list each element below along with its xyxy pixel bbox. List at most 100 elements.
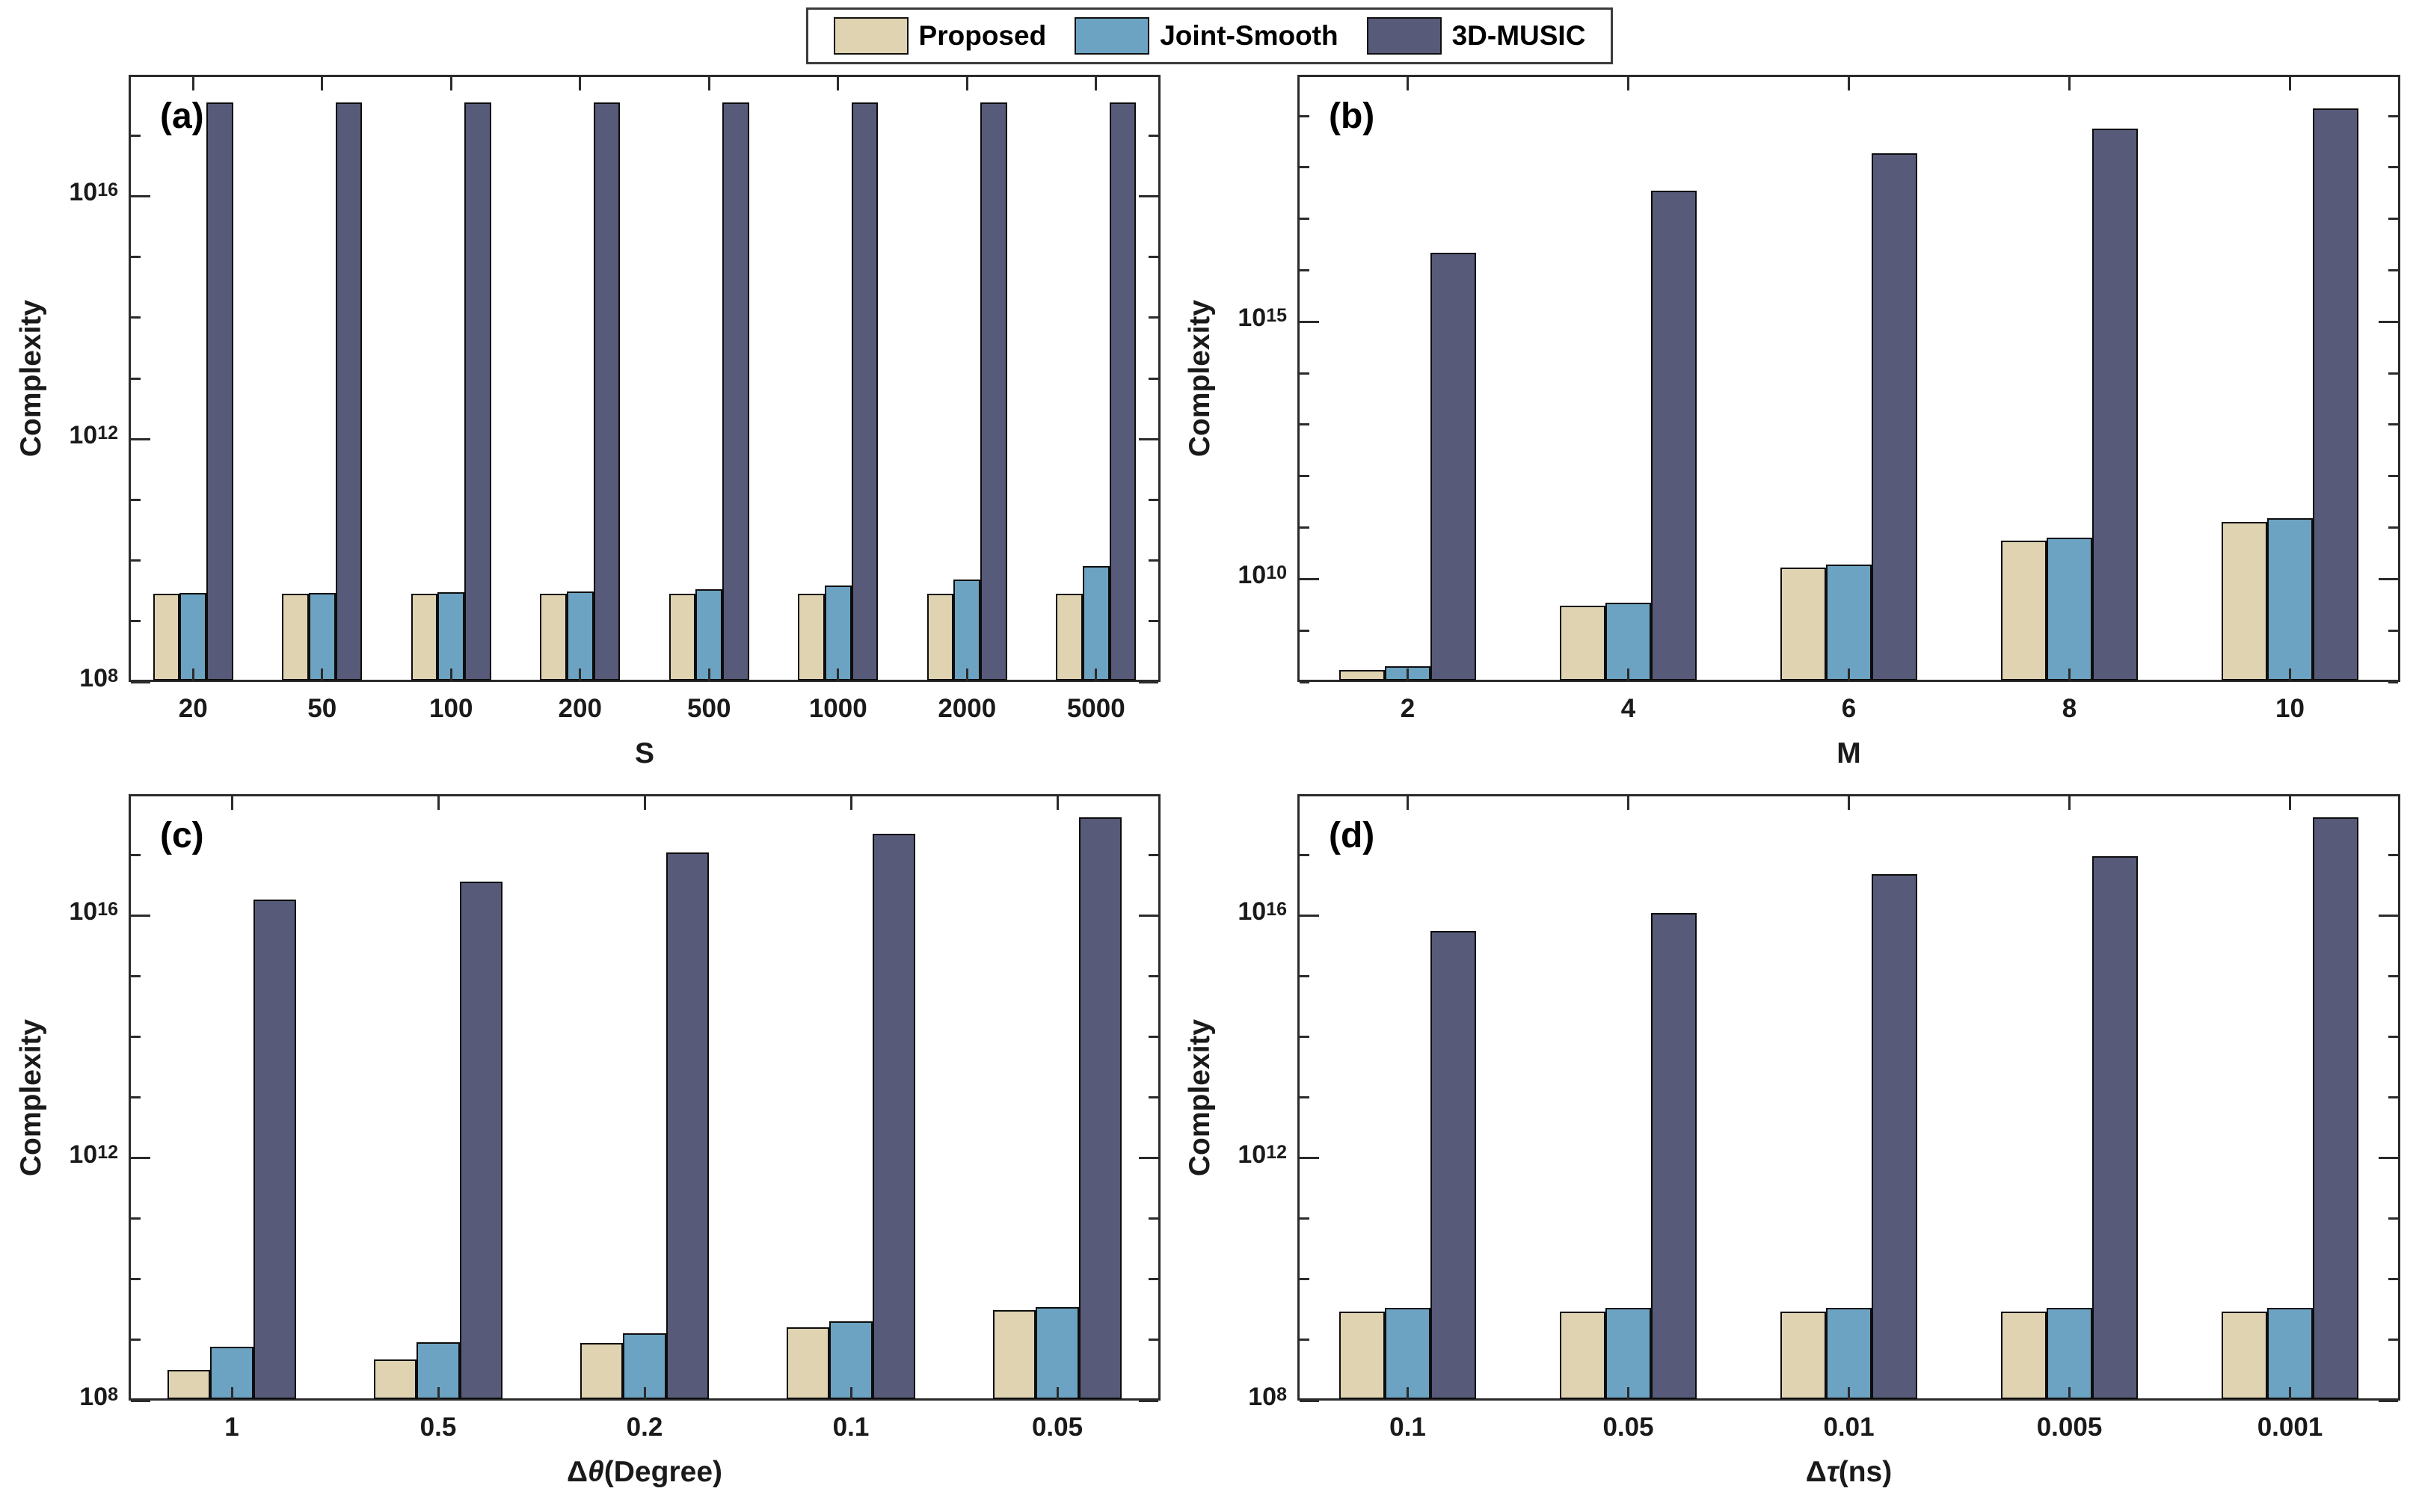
bar-joint-smooth-0.1: [829, 1321, 873, 1399]
ytick-right-1e17: [2388, 853, 2398, 856]
ytick-left-1e10: [1300, 1278, 1309, 1281]
xtick-label-100: 100: [429, 694, 473, 723]
ytick-right-1e16: [2388, 268, 2398, 271]
ytick-left-1e8: [1300, 1399, 1319, 1402]
bar-proposed-6: [1780, 567, 1826, 680]
ytick-left-1e10: [1300, 577, 1319, 580]
ytick-right-1e16: [1139, 914, 1158, 917]
ytick-left-1e13: [131, 377, 141, 380]
bar-proposed-2000: [926, 594, 954, 680]
bar-3d-music-50: [335, 102, 363, 680]
bar-proposed-5000: [1056, 594, 1083, 680]
joint-smooth-label: Joint-Smooth: [1160, 20, 1338, 51]
ytick-left-1e17: [131, 853, 141, 856]
bar-3d-music-10: [2313, 108, 2359, 680]
xtick-top: [2068, 796, 2071, 810]
panel-a-ylabel: Complexity: [15, 299, 47, 458]
bar-3d-music-2000: [980, 102, 1007, 680]
panel-a-xlabel: S: [634, 737, 654, 769]
xtick-top: [1095, 77, 1098, 90]
panel-a-letter: (a): [160, 96, 204, 136]
bar-3d-music-8: [2092, 129, 2139, 680]
ytick-left-1e14: [1300, 1035, 1309, 1038]
bar-3d-music-2: [1430, 252, 1477, 680]
xtick-top: [2289, 77, 2291, 90]
ytick-right-1e9: [1149, 620, 1158, 623]
ytick-left-1e8: [131, 680, 150, 683]
xtick-top: [2289, 796, 2291, 810]
legend-item-joint-smooth: Joint-Smooth: [1075, 17, 1338, 55]
ytick-left-1e14: [1300, 372, 1309, 375]
bar-joint-smooth-0.2: [623, 1333, 666, 1399]
ytick-right-1e14: [2388, 1035, 2398, 1038]
xtick-top: [230, 796, 233, 810]
ytick-left-1e17: [1300, 218, 1309, 221]
panel-c-letter: (c): [160, 816, 204, 855]
bar-joint-smooth-0.1: [1384, 1307, 1431, 1399]
ytick-right-1e12: [2379, 1157, 2398, 1160]
ytick-label-1e16: 1016: [69, 897, 118, 926]
legend-item-proposed: Proposed: [833, 17, 1046, 55]
3d-music-label: 3D-MUSIC: [1451, 20, 1586, 51]
xtick-label-0.01: 0.01: [1823, 1413, 1875, 1442]
xtick-label-20: 20: [178, 694, 208, 723]
bar-proposed-0.5: [374, 1359, 417, 1399]
ytick-left-1e17: [1300, 853, 1309, 856]
xtick-label-8: 8: [2062, 694, 2077, 723]
ytick-right-1e17: [1149, 853, 1158, 856]
bar-joint-smooth-500: [695, 588, 723, 680]
ytick-left-1e15: [1300, 974, 1309, 977]
ytick-left-1e10: [131, 559, 141, 562]
bar-3d-music-0.5: [459, 882, 502, 1399]
3d-music-swatch: [1366, 17, 1442, 55]
bar-proposed-1: [167, 1370, 211, 1399]
ytick-left-1e9: [1300, 629, 1309, 632]
ytick-left-1e11: [131, 498, 141, 501]
bar-3d-music-6: [1872, 153, 1918, 680]
xtick-label-0.001: 0.001: [2257, 1413, 2323, 1442]
panel-b-xlabel: M: [1836, 737, 1861, 769]
ytick-left-1e11: [131, 1217, 141, 1220]
panel-c-xlabel: Δθ(Degree): [567, 1456, 722, 1488]
bar-joint-smooth-8: [2046, 538, 2093, 680]
panel-d-xlabel: Δτ(ns): [1805, 1456, 1893, 1488]
xtick-top: [191, 77, 194, 90]
xtick-top: [837, 77, 840, 90]
ytick-label-1e8: 108: [79, 664, 118, 692]
bar-3d-music-0.2: [666, 852, 709, 1399]
bar-proposed-0.1: [787, 1327, 830, 1399]
xtick-bottom: [437, 1387, 440, 1401]
ytick-label-1e8: 108: [79, 1383, 118, 1411]
bar-joint-smooth-20: [179, 593, 207, 680]
xtick-bottom: [643, 1387, 646, 1401]
ytick-label-1e12: 1012: [1238, 1140, 1287, 1169]
xtick-label-0.5: 0.5: [419, 1413, 457, 1442]
ytick-right-1e19: [2388, 114, 2398, 117]
ytick-right-1e17: [2388, 218, 2398, 221]
bar-joint-smooth-10: [2266, 518, 2314, 680]
ytick-right-1e11: [2388, 526, 2398, 529]
bar-joint-smooth-200: [566, 591, 594, 680]
ytick-right-1e14: [1149, 1035, 1158, 1038]
xtick-bottom: [2068, 1387, 2071, 1401]
ytick-left-1e12: [1300, 475, 1309, 478]
ytick-right-1e11: [2388, 1217, 2398, 1220]
xtick-top: [643, 796, 646, 810]
bar-proposed-10: [2221, 521, 2267, 680]
panel-d-letter: (d): [1329, 816, 1375, 855]
bar-joint-smooth-2000: [953, 579, 981, 680]
xtick-label-6: 6: [1841, 694, 1857, 723]
xtick-bottom: [837, 669, 840, 682]
xtick-label-2: 2: [1400, 694, 1416, 723]
ytick-right-1e9: [1149, 1339, 1158, 1342]
bar-proposed-500: [668, 594, 696, 680]
xtick-bottom: [579, 669, 582, 682]
ytick-right-1e10: [1149, 1278, 1158, 1281]
xtick-top: [321, 77, 324, 90]
ytick-right-1e8: [2388, 680, 2398, 683]
ytick-right-1e15: [2379, 320, 2398, 323]
xtick-label-0.1: 0.1: [1389, 1413, 1426, 1442]
xtick-top: [1056, 796, 1059, 810]
xtick-bottom: [2068, 669, 2071, 682]
ytick-right-1e12: [1139, 1157, 1158, 1160]
